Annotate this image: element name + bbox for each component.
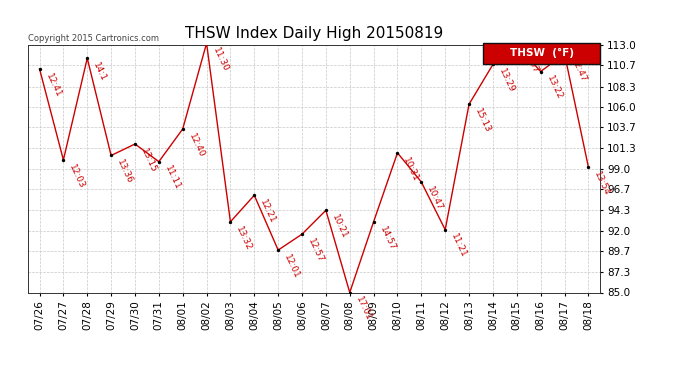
- FancyBboxPatch shape: [483, 42, 600, 63]
- Point: [559, 51, 570, 57]
- Point: [583, 164, 594, 170]
- Title: THSW Index Daily High 20150819: THSW Index Daily High 20150819: [185, 26, 443, 41]
- Point: [297, 231, 308, 237]
- Text: 14:57: 14:57: [377, 225, 397, 252]
- Point: [273, 247, 284, 253]
- Text: 17:01: 17:01: [354, 295, 373, 322]
- Point: [249, 192, 260, 198]
- Text: 13:36: 13:36: [115, 158, 135, 186]
- Text: 14:1: 14:1: [91, 61, 108, 83]
- Point: [440, 227, 451, 233]
- Text: 11:11: 11:11: [163, 165, 182, 192]
- Point: [368, 219, 379, 225]
- Text: 13:15: 13:15: [139, 147, 158, 174]
- Text: 12:47: 12:47: [569, 57, 588, 84]
- Point: [320, 207, 331, 213]
- Text: 12:01: 12:01: [282, 253, 302, 280]
- Text: 12:03: 12:03: [68, 163, 87, 190]
- Text: 10:21: 10:21: [330, 213, 349, 240]
- Point: [106, 153, 117, 159]
- Point: [58, 157, 69, 163]
- Point: [392, 150, 403, 156]
- Point: [201, 40, 212, 46]
- Point: [344, 290, 355, 296]
- Text: 10:31: 10:31: [402, 156, 421, 183]
- Point: [535, 69, 546, 75]
- Text: Copyright 2015 Cartronics.com: Copyright 2015 Cartronics.com: [28, 33, 159, 42]
- Text: 11:30: 11:30: [210, 46, 230, 73]
- Text: THSW  (°F): THSW (°F): [510, 48, 573, 58]
- Point: [225, 219, 236, 225]
- Text: 12:21: 12:21: [259, 198, 277, 225]
- Point: [416, 179, 427, 185]
- Text: 13:29: 13:29: [497, 67, 516, 94]
- Point: [34, 66, 45, 72]
- Point: [511, 42, 522, 48]
- Point: [177, 126, 188, 132]
- Text: 13:22: 13:22: [545, 74, 564, 101]
- Text: 12:40: 12:40: [187, 132, 206, 159]
- Text: 10:47: 10:47: [426, 185, 444, 212]
- Point: [487, 62, 498, 68]
- Text: 15:13: 15:13: [473, 107, 492, 134]
- Text: 13:54: 13:54: [593, 170, 611, 197]
- Point: [464, 101, 475, 107]
- Text: 11:37: 11:37: [521, 48, 540, 75]
- Point: [81, 55, 92, 61]
- Point: [130, 141, 141, 147]
- Text: 13:32: 13:32: [235, 225, 254, 252]
- Point: [153, 159, 164, 165]
- Text: 12:41: 12:41: [43, 72, 63, 99]
- Text: 11:21: 11:21: [449, 232, 469, 260]
- Text: 12:57: 12:57: [306, 237, 325, 264]
